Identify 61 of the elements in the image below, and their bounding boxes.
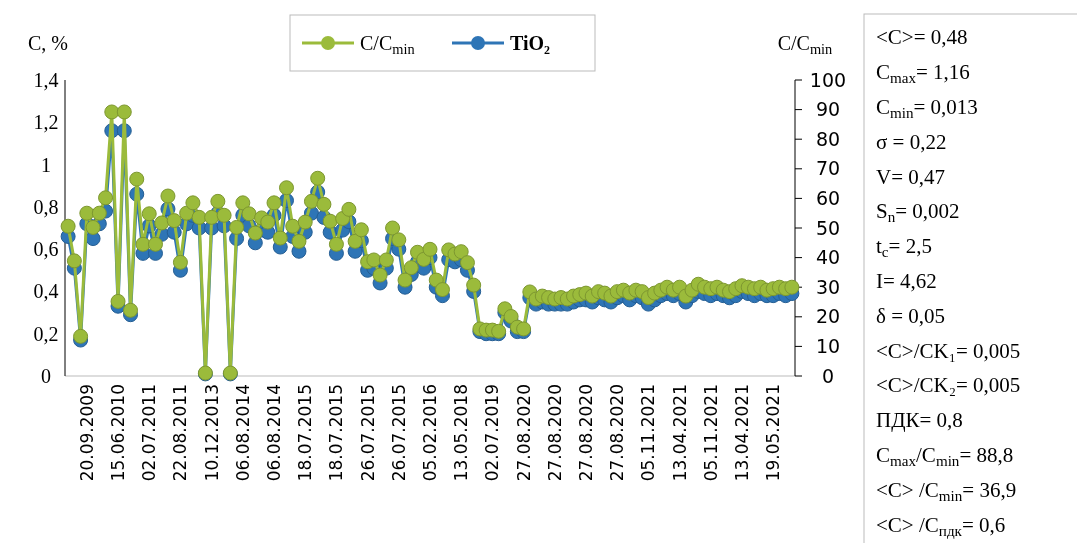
x-tick-label: 27.08.2020	[544, 384, 565, 482]
y-tick-label: 0,8	[33, 195, 59, 218]
x-tick-label: 18.07.2015	[326, 384, 347, 482]
y-tick-label: 1,2	[33, 111, 59, 134]
x-tick-label: 10.12.2013	[201, 384, 222, 482]
text: ПДК= 0,8	[876, 408, 963, 433]
text: <C>/CK₂= 0,005	[876, 373, 1021, 398]
x-tick-label: 13.05.2018	[451, 384, 472, 482]
x-tick-label: 06.08.2014	[232, 384, 253, 482]
legend-label: C/C$_{min}$	[360, 32, 415, 57]
y-tick-label: 0,2	[33, 322, 59, 345]
text: δ = 0,05	[876, 303, 945, 328]
text: C$_{max}$/C$_{min}$= 88,8	[876, 442, 1014, 469]
text: σ = 0,22	[876, 129, 947, 154]
x-tick-label: 26.07.2015	[357, 384, 378, 482]
y-tick-label: 0,6	[33, 238, 59, 261]
x-tick-label: 19.05.2021	[763, 384, 784, 482]
y2-tick-label: 70	[815, 157, 841, 180]
x-tick-label: 27.08.2020	[513, 384, 534, 482]
x-tick-label: 02.07.2011	[139, 384, 160, 482]
x-tick-label: 27.08.2020	[575, 384, 596, 482]
text: I= 4,62	[876, 268, 937, 293]
x-tick-label: 06.08.2014	[264, 384, 285, 482]
x-tick-label: 22.08.2011	[170, 384, 191, 482]
x-tick-label: 13.04.2021	[731, 384, 752, 482]
x-tick-label: 05.11.2021	[700, 384, 721, 482]
y2-tick-label: 40	[815, 246, 841, 269]
text: C$_{min}$= 0,013	[876, 94, 978, 121]
x-tick-label: 02.07.2019	[482, 384, 503, 482]
y2-tick-label: 90	[815, 98, 841, 121]
text: t$_{c}$= 2,5	[876, 234, 932, 260]
y2-tick-label: 100	[809, 68, 847, 91]
y-tick-label: 1,4	[33, 69, 59, 91]
y2-tick-label: 60	[815, 187, 841, 210]
y-tick-label: 0	[41, 365, 51, 387]
x-tick-label: 27.08.2020	[607, 384, 628, 482]
y-axis-title: C, %	[28, 32, 68, 54]
x-tick-label: 20.09.2009	[76, 384, 97, 482]
legend-label: TiO₂	[510, 32, 551, 54]
x-tick-label: 05.02.2016	[420, 384, 440, 482]
y-tick-label: 0,4	[33, 280, 59, 303]
text: <C>/CK₁= 0,005	[876, 338, 1021, 363]
x-tick-label: 15.06.2010	[108, 384, 129, 482]
y2-tick-label: 10	[815, 335, 841, 358]
text: <C> /C$_{пдк}$= 0,6	[876, 512, 1006, 539]
y2-tick-label: 20	[815, 305, 841, 328]
y2-tick-label: 50	[815, 216, 841, 239]
text: S$_{n}$= 0,002	[876, 199, 960, 226]
text: V= 0,47	[876, 164, 946, 189]
y2-tick-label: 30	[815, 275, 841, 298]
y2-tick-label: 0	[821, 364, 835, 387]
text: <C>= 0,48	[876, 25, 968, 50]
y-tick-label: 1	[41, 153, 51, 176]
x-tick-label: 18.07.2015	[295, 384, 316, 482]
text: C$_{max}$= 1,16	[876, 60, 970, 86]
text: <C> /C$_{min}$= 36,9	[876, 477, 1017, 504]
x-tick-label: 26.07.2015	[388, 384, 409, 482]
y2-axis-title: C/C$_{min}$	[777, 32, 833, 57]
x-tick-label: 05.11.2021	[638, 384, 659, 482]
y2-tick-label: 80	[815, 127, 841, 150]
x-tick-label: 13.04.2021	[669, 384, 690, 482]
